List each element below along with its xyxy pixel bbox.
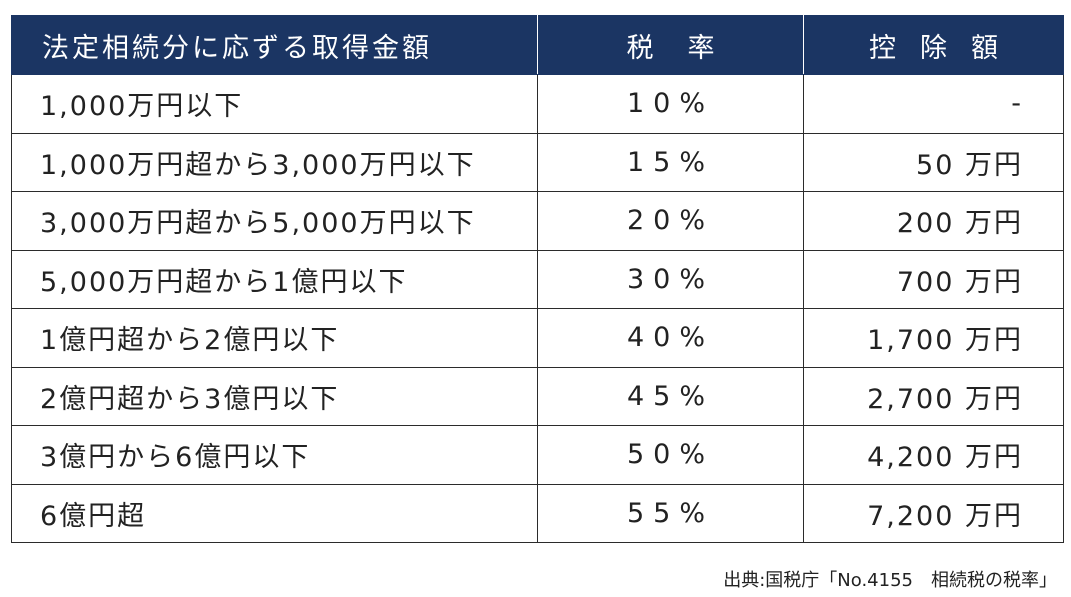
header-taxable-amount: 法定相続分に応ずる取得金額 bbox=[11, 15, 538, 75]
table-row: 2億円超から3億円以下 45% 2,700 万円 bbox=[11, 366, 1064, 426]
cell-deduction: 200 万円 bbox=[803, 191, 1064, 251]
cell-deduction: - bbox=[803, 74, 1064, 134]
table-row: 6億円超 55% 7,200 万円 bbox=[11, 483, 1064, 543]
table-row: 3億円から6億円以下 50% 4,200 万円 bbox=[11, 425, 1064, 485]
source-citation: 出典:国税庁「No.4155 相続税の税率」 bbox=[723, 570, 1057, 591]
inheritance-tax-rate-table: 法定相続分に応ずる取得金額 税率 控除額 1,000万円以下 10% - 1,0… bbox=[11, 15, 1064, 543]
cell-tax-rate: 15% bbox=[537, 132, 804, 192]
cell-deduction: 700 万円 bbox=[803, 249, 1064, 309]
cell-tax-rate: 20% bbox=[537, 191, 804, 251]
cell-taxable-amount: 5,000万円超から1億円以下 bbox=[11, 249, 538, 309]
cell-taxable-amount: 3,000万円超から5,000万円以下 bbox=[11, 191, 538, 251]
table-row: 1,000万円以下 10% - bbox=[11, 74, 1064, 134]
table-row: 5,000万円超から1億円以下 30% 700 万円 bbox=[11, 249, 1064, 309]
cell-deduction: 2,700 万円 bbox=[803, 366, 1064, 426]
cell-deduction: 7,200 万円 bbox=[803, 483, 1064, 543]
cell-taxable-amount: 1,000万円超から3,000万円以下 bbox=[11, 132, 538, 192]
table-row: 1,000万円超から3,000万円以下 15% 50 万円 bbox=[11, 132, 1064, 192]
cell-tax-rate: 45% bbox=[537, 366, 804, 426]
cell-deduction: 1,700 万円 bbox=[803, 308, 1064, 368]
cell-taxable-amount: 2億円超から3億円以下 bbox=[11, 366, 538, 426]
cell-taxable-amount: 3億円から6億円以下 bbox=[11, 425, 538, 485]
cell-tax-rate: 50% bbox=[537, 425, 804, 485]
cell-deduction: 4,200 万円 bbox=[803, 425, 1064, 485]
cell-taxable-amount: 6億円超 bbox=[11, 483, 538, 543]
cell-tax-rate: 40% bbox=[537, 308, 804, 368]
cell-tax-rate: 10% bbox=[537, 74, 804, 134]
cell-tax-rate: 55% bbox=[537, 483, 804, 543]
table-row: 3,000万円超から5,000万円以下 20% 200 万円 bbox=[11, 191, 1064, 251]
header-tax-rate: 税率 bbox=[537, 15, 804, 75]
cell-tax-rate: 30% bbox=[537, 249, 804, 309]
header-deduction: 控除額 bbox=[803, 15, 1064, 75]
table-row: 1億円超から2億円以下 40% 1,700 万円 bbox=[11, 308, 1064, 368]
cell-taxable-amount: 1億円超から2億円以下 bbox=[11, 308, 538, 368]
cell-deduction: 50 万円 bbox=[803, 132, 1064, 192]
table-header-row: 法定相続分に応ずる取得金額 税率 控除額 bbox=[11, 15, 1064, 75]
cell-taxable-amount: 1,000万円以下 bbox=[11, 74, 538, 134]
